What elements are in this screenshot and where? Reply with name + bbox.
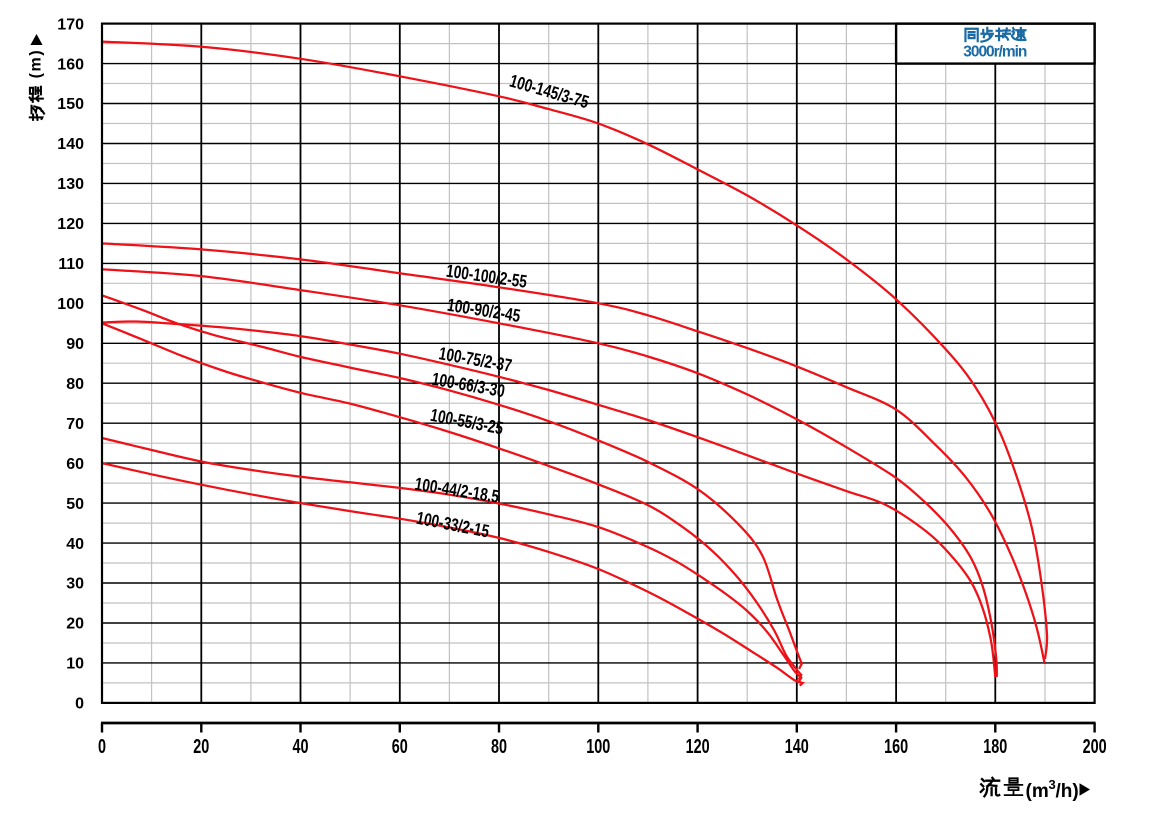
svg-text:130: 130 [57, 176, 84, 193]
svg-text:10: 10 [66, 656, 84, 673]
svg-text:100: 100 [586, 735, 610, 758]
svg-text:150: 150 [57, 96, 84, 113]
svg-text:120: 120 [57, 216, 84, 233]
svg-text:140: 140 [57, 136, 84, 153]
svg-text:(m: (m [1026, 781, 1049, 802]
svg-text:3000r/min: 3000r/min [963, 44, 1027, 61]
svg-text:170: 170 [57, 16, 84, 33]
svg-text:80: 80 [491, 735, 507, 758]
svg-text:180: 180 [983, 735, 1007, 758]
svg-text:50: 50 [66, 496, 84, 513]
svg-text:60: 60 [392, 735, 408, 758]
svg-text:/h): /h) [1056, 781, 1079, 802]
svg-text:40: 40 [66, 536, 84, 553]
svg-text:200: 200 [1083, 735, 1107, 758]
svg-text:110: 110 [58, 256, 84, 273]
svg-text:100: 100 [57, 296, 84, 313]
svg-text:(m): (m) [28, 49, 45, 79]
svg-text:20: 20 [193, 735, 209, 758]
svg-text:70: 70 [66, 416, 84, 433]
svg-text:0: 0 [98, 735, 106, 758]
svg-text:40: 40 [292, 735, 308, 758]
svg-text:140: 140 [785, 735, 809, 758]
svg-text:160: 160 [884, 735, 908, 758]
svg-text:0: 0 [75, 696, 84, 713]
svg-text:80: 80 [66, 376, 84, 393]
svg-text:20: 20 [66, 616, 84, 633]
svg-text:30: 30 [66, 576, 84, 593]
svg-text:160: 160 [57, 56, 84, 73]
svg-text:3: 3 [1049, 777, 1056, 792]
svg-text:60: 60 [66, 456, 84, 473]
svg-text:120: 120 [686, 735, 710, 758]
svg-text:90: 90 [66, 336, 84, 353]
